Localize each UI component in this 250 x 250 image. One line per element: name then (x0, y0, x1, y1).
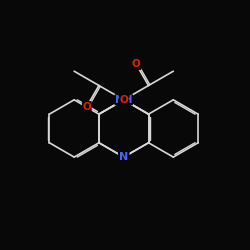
Text: O: O (82, 102, 91, 112)
Text: O: O (132, 60, 141, 70)
Text: O: O (119, 95, 128, 105)
Text: NH: NH (115, 95, 132, 105)
Text: N: N (119, 95, 128, 105)
Text: N: N (119, 152, 128, 162)
